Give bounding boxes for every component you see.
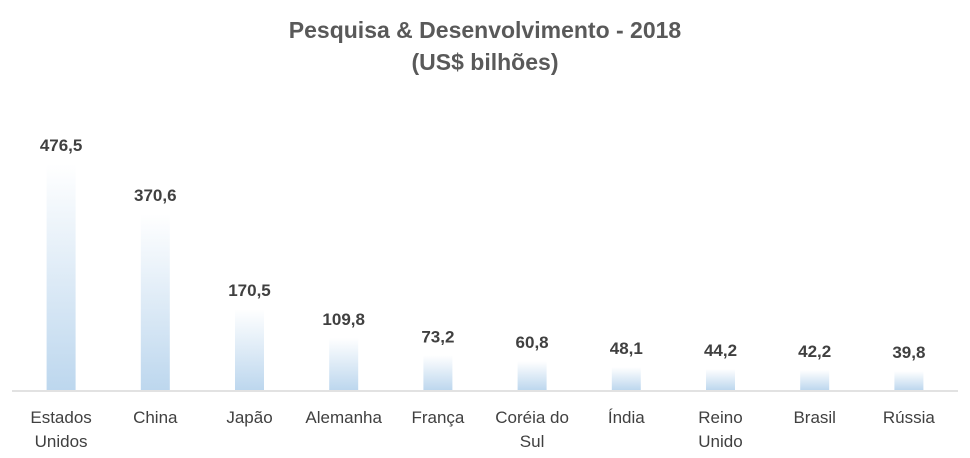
chart-title: Pesquisa & Desenvolvimento - 2018 (288, 17, 682, 43)
category-tick-label: China (133, 408, 178, 427)
bar (894, 371, 924, 390)
bar-value-label: 44,2 (704, 341, 737, 360)
bar (423, 355, 453, 390)
bar-value-label: 60,8 (516, 333, 549, 352)
chart-subtitle: (US$ bilhões) (411, 49, 559, 75)
category-tick-label: Estados Unidos (30, 408, 91, 451)
bar-value-label: 370,6 (134, 186, 177, 205)
category-tick-label: Reino Unido (698, 408, 742, 451)
category-tick-label: Brasil (793, 408, 836, 427)
bar (517, 361, 547, 390)
bar (140, 214, 170, 390)
bar-value-label: 476,5 (40, 136, 83, 155)
category-tick-label: Alemanha (305, 408, 382, 427)
bar-value-label: 42,2 (798, 342, 831, 361)
bar (706, 369, 735, 390)
bar (46, 164, 76, 390)
category-tick-label: Rússia (883, 408, 936, 427)
bar-value-label: 48,1 (610, 339, 643, 358)
labels-group: 476,5 Estados Unidos 370,6 China 170,5 Japão 10… (30, 136, 935, 451)
bar (611, 367, 641, 390)
bar-value-label: 73,2 (421, 327, 454, 346)
category-tick-label: Japão (226, 408, 272, 427)
bar-value-label: 170,5 (228, 281, 271, 300)
bar-value-label: 109,8 (322, 310, 365, 329)
bars-group (46, 164, 924, 390)
chart-title-block: Pesquisa & Desenvolvimento - 2018 (US$ b… (0, 14, 970, 78)
category-tick-label: Índia (608, 408, 645, 427)
bar (235, 309, 264, 390)
bar-value-label: 39,8 (892, 343, 925, 362)
bar (329, 337, 359, 390)
category-tick-label: França (411, 408, 464, 427)
category-tick-label: Coréia do Sul (495, 408, 569, 451)
bar (800, 370, 830, 390)
